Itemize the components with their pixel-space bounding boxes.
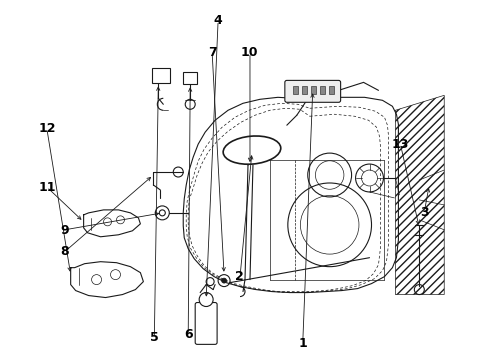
FancyBboxPatch shape <box>301 86 306 94</box>
Text: 5: 5 <box>150 331 159 344</box>
Text: 7: 7 <box>208 46 217 59</box>
Text: 6: 6 <box>184 328 192 341</box>
Polygon shape <box>395 95 443 294</box>
FancyBboxPatch shape <box>319 86 324 94</box>
Circle shape <box>199 293 213 306</box>
Text: 13: 13 <box>391 138 408 150</box>
FancyBboxPatch shape <box>285 80 340 102</box>
FancyBboxPatch shape <box>310 86 315 94</box>
FancyBboxPatch shape <box>328 86 333 94</box>
Text: 12: 12 <box>39 122 56 135</box>
Text: 11: 11 <box>39 181 56 194</box>
Text: 1: 1 <box>298 337 306 350</box>
FancyBboxPatch shape <box>292 86 297 94</box>
FancyBboxPatch shape <box>152 68 170 84</box>
Text: 10: 10 <box>240 46 258 59</box>
Text: 3: 3 <box>420 206 428 219</box>
Circle shape <box>221 278 226 283</box>
FancyBboxPatch shape <box>195 302 217 345</box>
Ellipse shape <box>223 136 280 164</box>
Text: 8: 8 <box>60 245 68 258</box>
Text: 4: 4 <box>213 14 222 27</box>
Text: 2: 2 <box>235 270 244 283</box>
FancyBboxPatch shape <box>183 72 197 84</box>
Text: 9: 9 <box>60 224 68 237</box>
